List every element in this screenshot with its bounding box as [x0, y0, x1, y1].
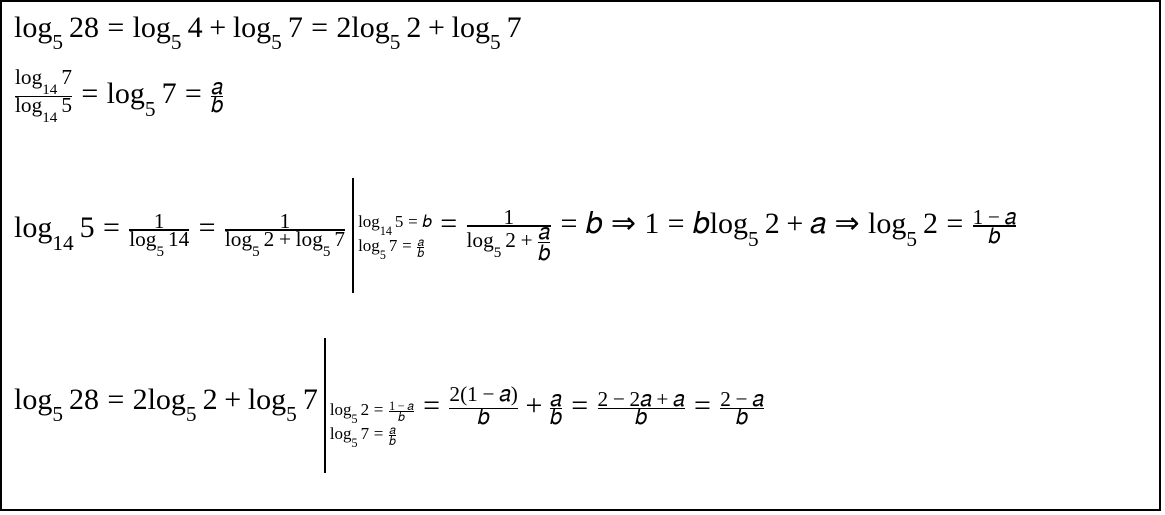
equation-row-2: log14⁡7 log14⁡5 = log5⁡7 = ab: [14, 56, 1159, 136]
eq4-right: = 2(1−a) b + ab = 2−2a+a b = 2−a b: [415, 386, 765, 424]
equation-row-1: log5⁡28 = log5⁡4 + log5⁡7 = 2 log5⁡2 + l…: [14, 12, 1159, 54]
substitution-bar-icon: [352, 178, 354, 293]
equation-row-4: log5⁡28 = 2 log5⁡2 + log5⁡7 log5⁡2=1−ab …: [14, 320, 1159, 490]
substitution-block-2: log5⁡2=1−ab log5⁡7=ab: [330, 399, 415, 447]
eq3-left: log14⁡5 = 1 log5⁡14 = 1 log5⁡2 + log5⁡7: [14, 214, 346, 256]
equation-row-3: log14⁡5 = 1 log5⁡14 = 1 log5⁡2 + log5⁡7: [14, 150, 1159, 320]
substitution-bar-icon: [324, 338, 326, 473]
eq1: log5⁡28 = log5⁡4 + log5⁡7 = 2 log5⁡2 + l…: [14, 17, 522, 50]
sub1b: log5⁡7=ab: [358, 239, 425, 259]
sub1a: log14⁡5=b: [358, 215, 432, 235]
eq3-right: = 1 log5⁡2 + ab =b ⇒ 1=b log5⁡2 +a ⇒ log…: [432, 210, 1017, 260]
sub2a: log5⁡2=1−ab: [330, 402, 415, 423]
substitution-block-1: log14⁡5=b log5⁡7=ab: [358, 211, 432, 259]
sub2b: log5⁡7=ab: [330, 427, 397, 447]
eq2: log14⁡7 log14⁡5 = log5⁡7 = ab: [14, 70, 224, 122]
eq4-left: log5⁡28 = 2 log5⁡2 + log5⁡7: [14, 389, 318, 422]
math-derivation-page: log5⁡28 = log5⁡4 + log5⁡7 = 2 log5⁡2 + l…: [0, 0, 1161, 511]
